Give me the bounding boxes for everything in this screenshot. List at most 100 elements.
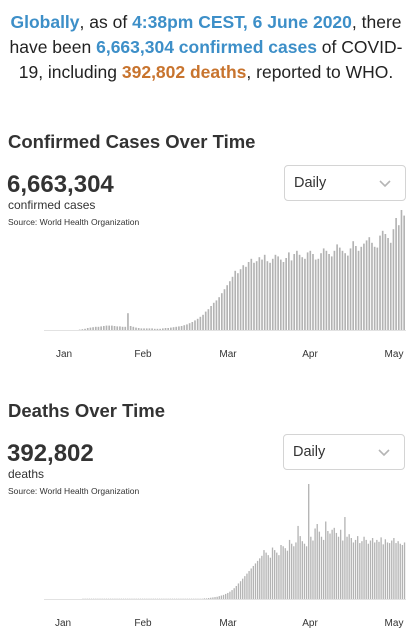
chart-bar: [391, 540, 393, 599]
chart-bar: [135, 598, 137, 600]
chart-bar: [244, 576, 246, 599]
chart-bar: [401, 544, 404, 599]
chevron-down-icon: [379, 180, 391, 188]
x-tick-label: Mar: [219, 618, 237, 629]
chart-bar: [90, 598, 93, 600]
chart-bar: [278, 555, 280, 599]
chart-bar: [382, 544, 384, 599]
chart-bar: [207, 598, 210, 599]
chart-bar: [127, 598, 129, 600]
chart-bar: [308, 484, 310, 599]
chart-bar: [237, 273, 239, 330]
chart-bar: [263, 254, 266, 330]
chart-bar: [395, 218, 397, 330]
chart-bar: [333, 250, 336, 330]
chart-bar: [387, 238, 389, 330]
chart-bar: [320, 536, 323, 599]
chart-bar: [288, 252, 290, 330]
cases-interval-dropdown[interactable]: Daily: [284, 165, 406, 201]
chart-bar: [152, 598, 154, 600]
summary-there-have-been: , there have been: [9, 12, 402, 57]
chart-bar: [309, 250, 312, 330]
chart-bar: [172, 327, 175, 330]
chart-bar: [312, 254, 314, 330]
chart-bar: [86, 328, 89, 330]
chart-bar: [369, 540, 372, 599]
chart-bar: [333, 527, 335, 599]
chart-bar: [167, 328, 170, 330]
chart-bar: [163, 598, 165, 600]
chart-bar: [229, 281, 231, 330]
chart-bar: [388, 543, 391, 599]
chart-bar: [237, 583, 240, 599]
chart-bar: [112, 598, 114, 600]
chart-bar: [386, 542, 389, 599]
chart-bar: [303, 543, 306, 599]
x-tick-label: Jan: [55, 618, 71, 629]
chart-bar: [288, 539, 291, 599]
chart-bar: [348, 534, 350, 599]
chart-bar: [242, 578, 244, 599]
chart-bar: [329, 533, 331, 599]
chart-bar: [176, 598, 178, 600]
chart-bar: [314, 528, 316, 599]
chart-bar: [242, 265, 245, 330]
deaths-interval-dropdown[interactable]: Daily: [283, 434, 405, 470]
chart-bar: [267, 555, 269, 599]
chart-bar: [100, 326, 102, 330]
chart-bar: [316, 524, 318, 599]
chart-bar: [379, 235, 381, 330]
chart-bar: [346, 536, 348, 599]
chart-bar: [215, 300, 218, 330]
chart-bar: [328, 254, 330, 330]
chart-bar: [314, 259, 317, 330]
chart-bar: [212, 597, 214, 599]
chart-bar: [306, 252, 309, 330]
chart-bar: [144, 598, 146, 600]
chart-bar: [252, 565, 254, 599]
chart-bar: [199, 316, 202, 330]
chart-bar: [131, 598, 133, 600]
chart-bar: [290, 260, 293, 330]
chart-bar: [322, 248, 325, 330]
cases-unit-label: confirmed cases: [8, 198, 96, 212]
chart-bar: [327, 531, 329, 599]
chart-bar: [105, 598, 108, 600]
chart-bar: [337, 536, 340, 599]
chart-bar: [120, 598, 122, 600]
chart-bar: [218, 596, 220, 599]
chart-bar: [269, 262, 271, 330]
chart-bar: [261, 259, 263, 330]
chart-bar: [352, 241, 355, 330]
chart-bar: [285, 258, 287, 330]
chart-bar: [188, 598, 191, 600]
chart-bar: [202, 314, 204, 330]
cases-title: Confirmed Cases Over Time: [8, 131, 256, 152]
chart-bar: [301, 257, 304, 330]
chart-bar: [129, 598, 131, 600]
chart-bar: [363, 536, 365, 599]
chart-bar: [116, 598, 118, 600]
chart-bar: [158, 598, 161, 600]
x-tick-label: Jan: [56, 349, 72, 360]
chart-bar: [380, 537, 382, 599]
x-tick-label: Mar: [219, 349, 237, 360]
chart-bar: [203, 598, 206, 599]
chart-bar: [88, 598, 91, 600]
chart-bar: [261, 555, 263, 599]
chart-bar: [320, 253, 322, 330]
chart-bar: [119, 326, 121, 330]
chart-bar: [110, 598, 112, 600]
chart-bar: [124, 326, 127, 330]
chart-bar: [239, 581, 242, 599]
chart-bar: [196, 318, 199, 330]
x-tick-label: Feb: [134, 349, 152, 360]
chart-bar: [140, 328, 143, 330]
chart-bar: [82, 598, 84, 600]
chart-bar: [373, 246, 376, 330]
chart-bar: [322, 539, 325, 599]
chart-bar: [89, 327, 92, 330]
chart-bar: [180, 598, 182, 600]
chart-bar: [357, 536, 359, 599]
chart-bar: [330, 256, 333, 330]
